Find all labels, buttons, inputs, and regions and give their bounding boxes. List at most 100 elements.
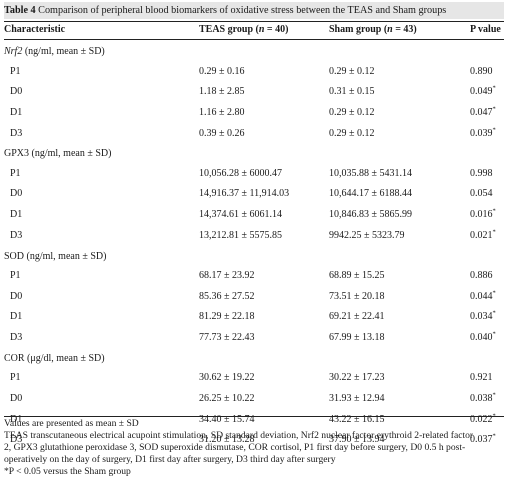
sham-value: 10,035.88 ± 5431.14	[329, 167, 412, 179]
p-value: 0.044*	[470, 289, 496, 302]
p-value: 0.038*	[470, 391, 496, 404]
teas-value: 0.39 ± 0.26	[199, 127, 245, 139]
table-row: D0 26.25 ± 10.22 31.93 ± 12.94 0.038*	[4, 389, 504, 410]
row-label: D1	[10, 106, 23, 118]
teas-value: 1.18 ± 2.85	[199, 86, 245, 98]
header-rule	[4, 39, 504, 40]
footnote-line: 2, GPX3 glutathione peroxidase 3, SOD su…	[4, 442, 466, 454]
table-row: D3 0.39 ± 0.26 0.29 ± 0.12 0.039*	[4, 124, 504, 145]
row-label: D0	[10, 188, 23, 200]
p-value: 0.040*	[470, 330, 496, 344]
footnote-line: TEAS transcutaneous electrical acupoint …	[4, 430, 474, 442]
sham-value: 37.90 ± 13.94	[329, 434, 385, 446]
table-body: Nrf2 (ng/ml, mean ± SD) P1 0.29 ± 0.16 0.29…	[4, 42, 504, 451]
table-row: P1 0.29 ± 0.16 0.29 ± 0.12 0.890	[4, 62, 504, 83]
sham-value: 10,644.17 ± 6188.44	[329, 188, 412, 200]
header-characteristic: Characteristic	[4, 24, 66, 35]
sham-value: 69.21 ± 22.41	[329, 311, 385, 323]
table-row: D3 13,212.81 ± 5575.85 9942.25 ± 5323.79 0.…	[4, 226, 504, 247]
row-label: D1	[10, 311, 23, 323]
table-row: D1 81.29 ± 22.18 69.21 ± 22.41 0.034*	[4, 307, 504, 328]
row-label: D3	[10, 434, 23, 446]
section-heading: Nrf2 (ng/ml, mean ± SD)	[4, 42, 504, 62]
sham-value: 30.22 ± 17.23	[329, 372, 385, 384]
table-row: P1 30.62 ± 19.22 30.22 ± 17.23 0.921	[4, 368, 504, 389]
top-rule	[4, 21, 504, 22]
row-label: P1	[10, 167, 21, 179]
table-row: D0 14,916.37 ± 11,914.03 10,644.17 ± 6188.…	[4, 184, 504, 205]
section-title: SOD (ng/ml, mean ± SD)	[4, 250, 107, 262]
p-value: 0.021*	[470, 228, 496, 241]
p-value: 0.016*	[470, 207, 496, 221]
row-label: D0	[10, 290, 23, 302]
table-header-row: Characteristic TEAS group (n = 40) Sham …	[4, 22, 504, 38]
teas-value: 77.73 ± 22.43	[199, 332, 255, 344]
row-label: D3	[10, 229, 23, 241]
teas-value: 68.17 ± 23.92	[199, 270, 255, 281]
teas-value: 13,212.81 ± 5575.85	[199, 229, 282, 241]
table-row: D3 31.20 ± 13.28 37.90 ± 13.94 0.037*	[4, 430, 504, 451]
footnote-line: Values are presented as mean ± SD	[4, 418, 139, 429]
header-sham-group: Sham group (n = 43)	[329, 24, 417, 35]
caption-label: Table 4	[4, 5, 36, 16]
sham-value: 68.89 ± 15.25	[329, 270, 385, 281]
table-row: P1 10,056.28 ± 6000.47 10,035.88 ± 5431.14…	[4, 164, 504, 185]
p-value: 0.054	[470, 188, 493, 200]
teas-value: 30.62 ± 19.22	[199, 372, 255, 384]
p-value: 0.049*	[470, 84, 496, 98]
row-label: P1	[10, 372, 21, 384]
table-row: D1 1.16 ± 2.80 0.29 ± 0.12 0.047*	[4, 103, 504, 124]
p-value: 0.921	[470, 372, 493, 384]
row-label: P1	[10, 65, 21, 77]
teas-value: 14,374.61 ± 6061.14	[199, 209, 282, 221]
teas-value: 81.29 ± 22.18	[199, 311, 255, 323]
p-value: 0.047*	[470, 105, 496, 118]
section-title: Nrf2 (ng/ml, mean ± SD)	[4, 46, 105, 57]
teas-value: 26.25 ± 10.22	[199, 392, 255, 404]
sham-value: 0.29 ± 0.12	[329, 127, 375, 139]
p-value: 0.886	[470, 270, 493, 281]
teas-value: 85.36 ± 27.52	[199, 290, 255, 302]
row-label: D0	[10, 392, 23, 404]
footnote-line: operatively on the day of surgery, D1 fi…	[4, 454, 336, 466]
section-heading: SOD (ng/ml, mean ± SD)	[4, 247, 504, 267]
teas-value: 14,916.37 ± 11,914.03	[199, 188, 290, 200]
sham-value: 73.51 ± 20.18	[329, 290, 385, 302]
row-label: D1	[10, 413, 23, 425]
sham-value: 0.29 ± 0.12	[329, 106, 375, 118]
table-row: D0 85.36 ± 27.52 73.51 ± 20.18 0.044*	[4, 287, 504, 308]
teas-value: 31.20 ± 13.28	[199, 434, 255, 446]
teas-value: 1.16 ± 2.80	[199, 106, 245, 118]
p-value: 0.022*	[470, 412, 496, 425]
section-heading: COR (μg/dl, mean ± SD)	[4, 349, 504, 369]
p-value: 0.037*	[470, 432, 496, 446]
p-value: 0.039*	[470, 126, 496, 139]
row-label: P1	[10, 270, 21, 281]
row-label: D1	[10, 209, 23, 221]
table-caption: Table 4 Comparison of peripheral blood b…	[4, 2, 504, 19]
header-teas-group: TEAS group (n = 40)	[199, 24, 289, 35]
sham-value: 0.29 ± 0.12	[329, 65, 375, 77]
footnote-line: *P < 0.05 versus the Sham group	[4, 466, 131, 478]
p-value: 0.890	[470, 65, 493, 77]
row-label: D3	[10, 332, 23, 344]
row-label: D0	[10, 86, 23, 98]
sham-value: 9942.25 ± 5323.79	[329, 229, 405, 241]
table-row: P1 68.17 ± 23.92 68.89 ± 15.25 0.886	[4, 266, 504, 287]
sham-value: 0.31 ± 0.15	[329, 86, 375, 98]
teas-value: 0.29 ± 0.16	[199, 65, 245, 77]
table-row: D3 77.73 ± 22.43 67.99 ± 13.18 0.040*	[4, 328, 504, 349]
teas-value: 10,056.28 ± 6000.47	[199, 167, 282, 179]
sham-value: 31.93 ± 12.94	[329, 392, 385, 404]
section-title: GPX3 (ng/ml, mean ± SD)	[4, 148, 112, 160]
bottom-rule	[4, 416, 504, 417]
teas-value: 34.40 ± 15.74	[199, 413, 255, 425]
table-row: D0 1.18 ± 2.85 0.31 ± 0.15 0.049*	[4, 82, 504, 103]
header-p-value: P value	[470, 24, 501, 35]
table-footnotes: Values are presented as mean ± SD TEAS t…	[4, 418, 506, 478]
table-row: D1 14,374.61 ± 6061.14 10,846.83 ± 5865.99…	[4, 205, 504, 226]
sham-value: 10,846.83 ± 5865.99	[329, 209, 412, 221]
section-title: COR (μg/dl, mean ± SD)	[4, 352, 105, 364]
section-heading: GPX3 (ng/ml, mean ± SD)	[4, 144, 504, 164]
